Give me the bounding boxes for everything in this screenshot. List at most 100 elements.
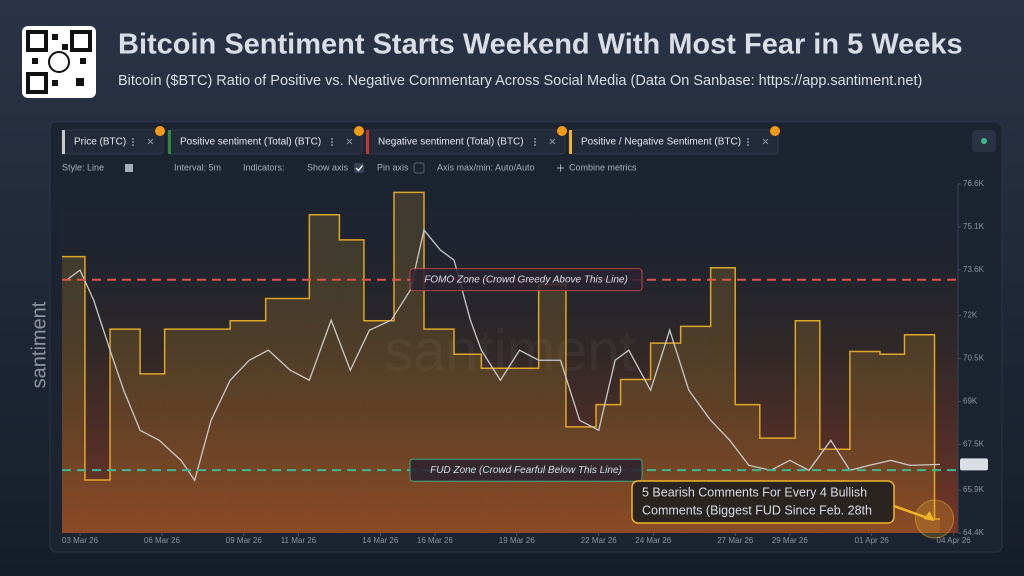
legend-label: Price (BTC) — [74, 137, 126, 148]
toolbar-item[interactable]: Show axis — [307, 162, 349, 172]
legend-menu-dot — [534, 144, 536, 146]
ratio-step — [265, 298, 310, 533]
ratio-step — [481, 368, 512, 533]
ratio-step — [393, 192, 425, 533]
ratio-step — [511, 368, 539, 533]
x-tick-label: 03 Mar 26 — [62, 536, 99, 545]
current-price-box — [960, 458, 988, 471]
y-tick-label: 72K — [963, 311, 978, 320]
ratio-step-line — [62, 191, 940, 520]
y-tick-label: 70.5K — [963, 354, 985, 363]
legend-menu-dot — [132, 141, 134, 143]
legend-menu-dot — [331, 144, 333, 146]
ratio-step — [424, 329, 455, 533]
legend: Price (BTC) Positive sentiment (Total) (B… — [61, 126, 780, 155]
legend-menu-dot — [534, 138, 536, 140]
legend-swatch — [569, 130, 572, 154]
toolbar-item[interactable]: Pin axis — [377, 162, 409, 172]
legend-swatch — [168, 130, 171, 154]
pin-axis-checkbox[interactable] — [413, 162, 425, 174]
legend-menu-dot — [747, 144, 749, 146]
x-tick-label: 14 Mar 26 — [362, 536, 399, 545]
y-tick-label: 67.5K — [963, 439, 985, 448]
current-price-label: 66.8K — [962, 459, 984, 468]
highlight-circle — [915, 499, 955, 539]
axes: 64.4K 65.9K 67.5K 69K 70.5K 72K 73.6K 75.1K 76.6… — [62, 179, 988, 545]
subtitle: Bitcoin ($BTC) Ratio of Positive vs. Neg… — [118, 73, 922, 89]
callout-box — [631, 480, 895, 524]
callout-text: 5 Bearish Comments For Every 4 Bullish — [642, 485, 867, 499]
ratio-step — [904, 334, 935, 533]
x-tick-label: 29 Mar 26 — [772, 536, 809, 545]
callout-arrow — [893, 504, 931, 521]
y-tick-label: 69K — [963, 397, 978, 406]
y-tick-label: 76.6K — [963, 179, 985, 188]
legend-close — [346, 138, 353, 145]
x-tick-label: 09 Mar 26 — [226, 536, 263, 545]
zone-label-box — [409, 268, 643, 292]
x-tick-label: 19 Mar 26 — [499, 536, 536, 545]
legend-menu-dot — [132, 144, 134, 146]
ratio-step — [164, 329, 195, 533]
legend-menu-dot — [747, 141, 749, 143]
x-tick-label: 04 Apr 26 — [937, 536, 972, 545]
asset-badge — [557, 126, 567, 136]
legend-menu-dot — [331, 138, 333, 140]
legend-close — [549, 138, 556, 145]
toolbar-item[interactable]: Combine metrics — [569, 162, 637, 172]
ratio-step — [84, 479, 111, 533]
legend-close — [147, 138, 154, 145]
toolbar-item[interactable]: Axis max/min: Auto/Auto — [437, 162, 535, 172]
annotations: FOMO Zone (Crowd Greedy Above This Line)… — [62, 268, 958, 539]
x-tick-label: 27 Mar 26 — [717, 536, 754, 545]
legend-menu-dot — [747, 138, 749, 140]
toolbar-item[interactable]: Style: Line — [62, 162, 104, 172]
color-swatch — [125, 164, 133, 172]
toolbar-item[interactable]: Interval: 5m — [174, 162, 221, 172]
show-axis-checkbox[interactable] — [354, 163, 364, 173]
check-mark — [355, 165, 364, 172]
ratio-step — [538, 284, 566, 533]
ratio-step — [309, 214, 340, 533]
ratio-step — [110, 329, 141, 533]
x-tick-label: 22 Mar 26 — [581, 536, 618, 545]
y-tick-label: 65.9K — [963, 485, 985, 494]
ratio-step — [934, 519, 940, 533]
ratio-step — [140, 373, 165, 533]
callout-text: Comments (Biggest FUD Since Feb. 28th — [642, 503, 872, 517]
x-tick-label: 06 Mar 26 — [144, 536, 181, 545]
ratio-step — [363, 320, 394, 533]
ratio-step — [230, 320, 266, 533]
legend-label: Positive sentiment (Total) (BTC) — [180, 137, 321, 148]
asset-badge — [770, 126, 780, 136]
price-line — [65, 228, 941, 482]
legend-label: Negative sentiment (Total) (BTC) — [378, 137, 524, 148]
legend-label: Positive / Negative Sentiment (BTC) — [581, 137, 741, 148]
legend-menu-dot — [331, 141, 333, 143]
x-tick-label: 01 Apr 26 — [855, 536, 890, 545]
toolbar: Style: Line Interval: 5m Indicators: Show a… — [62, 162, 637, 174]
title: Bitcoin Sentiment Starts Weekend With Mo… — [118, 29, 963, 61]
toolbar-item[interactable]: Indicators: — [243, 162, 285, 172]
y-tick-label: 64.4K — [963, 528, 985, 537]
zone-label: FUD Zone (Crowd Fearful Below This Line) — [430, 465, 622, 476]
watermark-side: santiment — [28, 301, 50, 388]
qr-code — [22, 26, 96, 98]
y-tick-label: 75.1K — [963, 222, 985, 231]
x-tick-label: 11 Mar 26 — [281, 536, 317, 545]
callout-arrowhead — [923, 511, 935, 522]
status-dot — [981, 138, 987, 144]
legend-close — [762, 138, 769, 145]
zone-label-box — [409, 458, 643, 482]
legend-swatch — [62, 130, 65, 154]
legend-swatch — [366, 130, 369, 154]
x-tick-label: 24 Mar 26 — [635, 536, 672, 545]
asset-badge — [354, 126, 364, 136]
y-tick-label: 73.6K — [963, 265, 985, 274]
plus-icon — [557, 164, 564, 172]
asset-badge — [155, 126, 165, 136]
ratio-step — [339, 239, 364, 533]
legend-menu-dot — [132, 138, 134, 140]
